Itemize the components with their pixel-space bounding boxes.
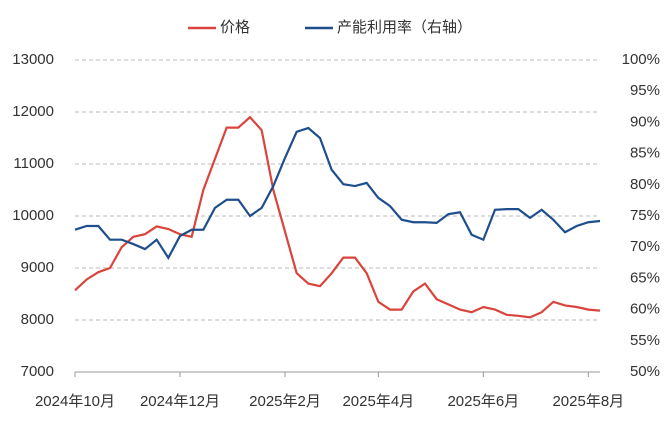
series-line bbox=[74, 126, 601, 260]
y-tick-label: 9000 bbox=[21, 259, 54, 276]
y-tick-label: 8000 bbox=[21, 311, 54, 328]
x-tick-label: 2025年2月 bbox=[249, 393, 321, 410]
legend-label: 产能利用率（右轴） bbox=[337, 19, 472, 36]
x-tick-label: 2024年12月 bbox=[140, 393, 220, 410]
legend-label: 价格 bbox=[220, 19, 250, 36]
y2-tick-label: 55% bbox=[630, 332, 660, 349]
y2-tick-label: 100% bbox=[622, 51, 660, 68]
y2-tick-label: 50% bbox=[630, 363, 660, 380]
y-tick-label: 13000 bbox=[12, 51, 54, 68]
y2-tick-label: 65% bbox=[630, 269, 660, 286]
y2-tick-label: 95% bbox=[630, 82, 660, 99]
x-tick-label: 2025年8月 bbox=[552, 393, 624, 410]
y2-tick-label: 60% bbox=[630, 301, 660, 318]
x-tick-label: 2025年4月 bbox=[342, 393, 414, 410]
y-tick-label: 11000 bbox=[13, 155, 54, 172]
y2-tick-label: 80% bbox=[630, 176, 660, 193]
series-line bbox=[74, 115, 601, 319]
y2-tick-label: 70% bbox=[630, 238, 660, 255]
y2-tick-label: 90% bbox=[630, 113, 660, 130]
y-tick-label: 12000 bbox=[12, 103, 54, 120]
x-tick-label: 2024年10月 bbox=[35, 393, 115, 410]
y-tick-label: 10000 bbox=[12, 207, 54, 224]
y2-tick-label: 75% bbox=[630, 207, 660, 224]
y2-tick-label: 85% bbox=[630, 145, 660, 162]
y-tick-label: 7000 bbox=[21, 363, 54, 380]
x-tick-label: 2025年6月 bbox=[447, 393, 519, 410]
